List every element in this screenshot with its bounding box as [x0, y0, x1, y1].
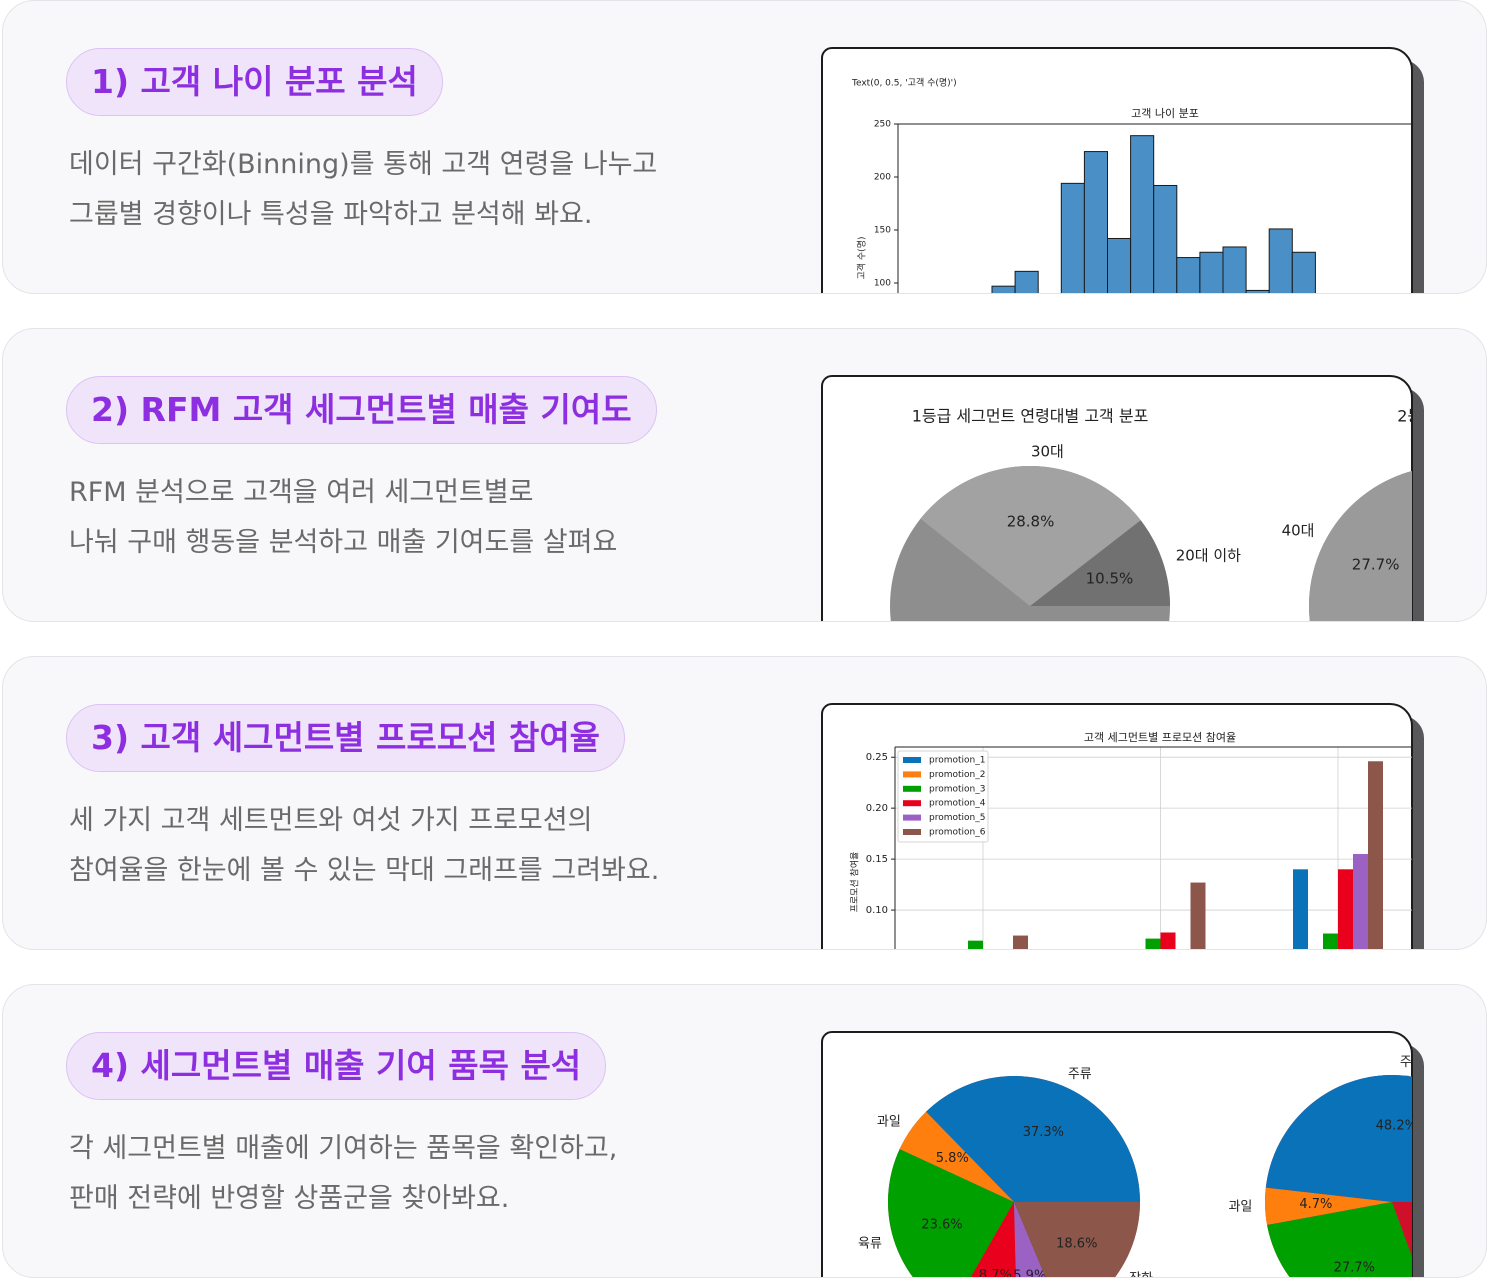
description-line: 참여율을 한눈에 볼 수 있는 막대 그래프를 그려봐요.	[69, 855, 660, 886]
description-line: RFM 분석으로 고객을 여러 세그먼트별로	[69, 477, 534, 508]
card-title: 4) 세그먼트별 매출 기여 품목 분석	[66, 1032, 607, 1100]
card-title: 3) 고객 세그먼트별 프로모션 참여율	[66, 704, 626, 772]
description-line: 세 가지 고객 세트먼트와 여섯 가지 프로모션의	[69, 805, 593, 836]
description-line: 데이터 구간화(Binning)를 통해 고객 연령을 나누고	[69, 149, 658, 180]
description-line: 각 세그먼트별 매출에 기여하는 품목을 확인하고,	[69, 1133, 618, 1164]
description-line: 나눠 구매 행동을 분석하고 매출 기여도를 살펴요	[69, 527, 618, 558]
description-line: 그룹별 경향이나 특성을 파악하고 분석해 봐요.	[69, 199, 593, 230]
card: 2) RFM 고객 세그먼트별 매출 기여도 RFM 분석으로 고객을 여러 세그…	[2, 328, 1487, 622]
card-title: 1) 고객 나이 분포 분석	[66, 48, 443, 116]
description-line: 판매 전략에 반영할 상품군을 찾아봐요.	[69, 1183, 510, 1214]
card-description: 각 세그먼트별 매출에 기여하는 품목을 확인하고, 판매 전략에 반영할 상품군…	[69, 1124, 617, 1224]
card-title: 2) RFM 고객 세그먼트별 매출 기여도	[66, 376, 657, 444]
